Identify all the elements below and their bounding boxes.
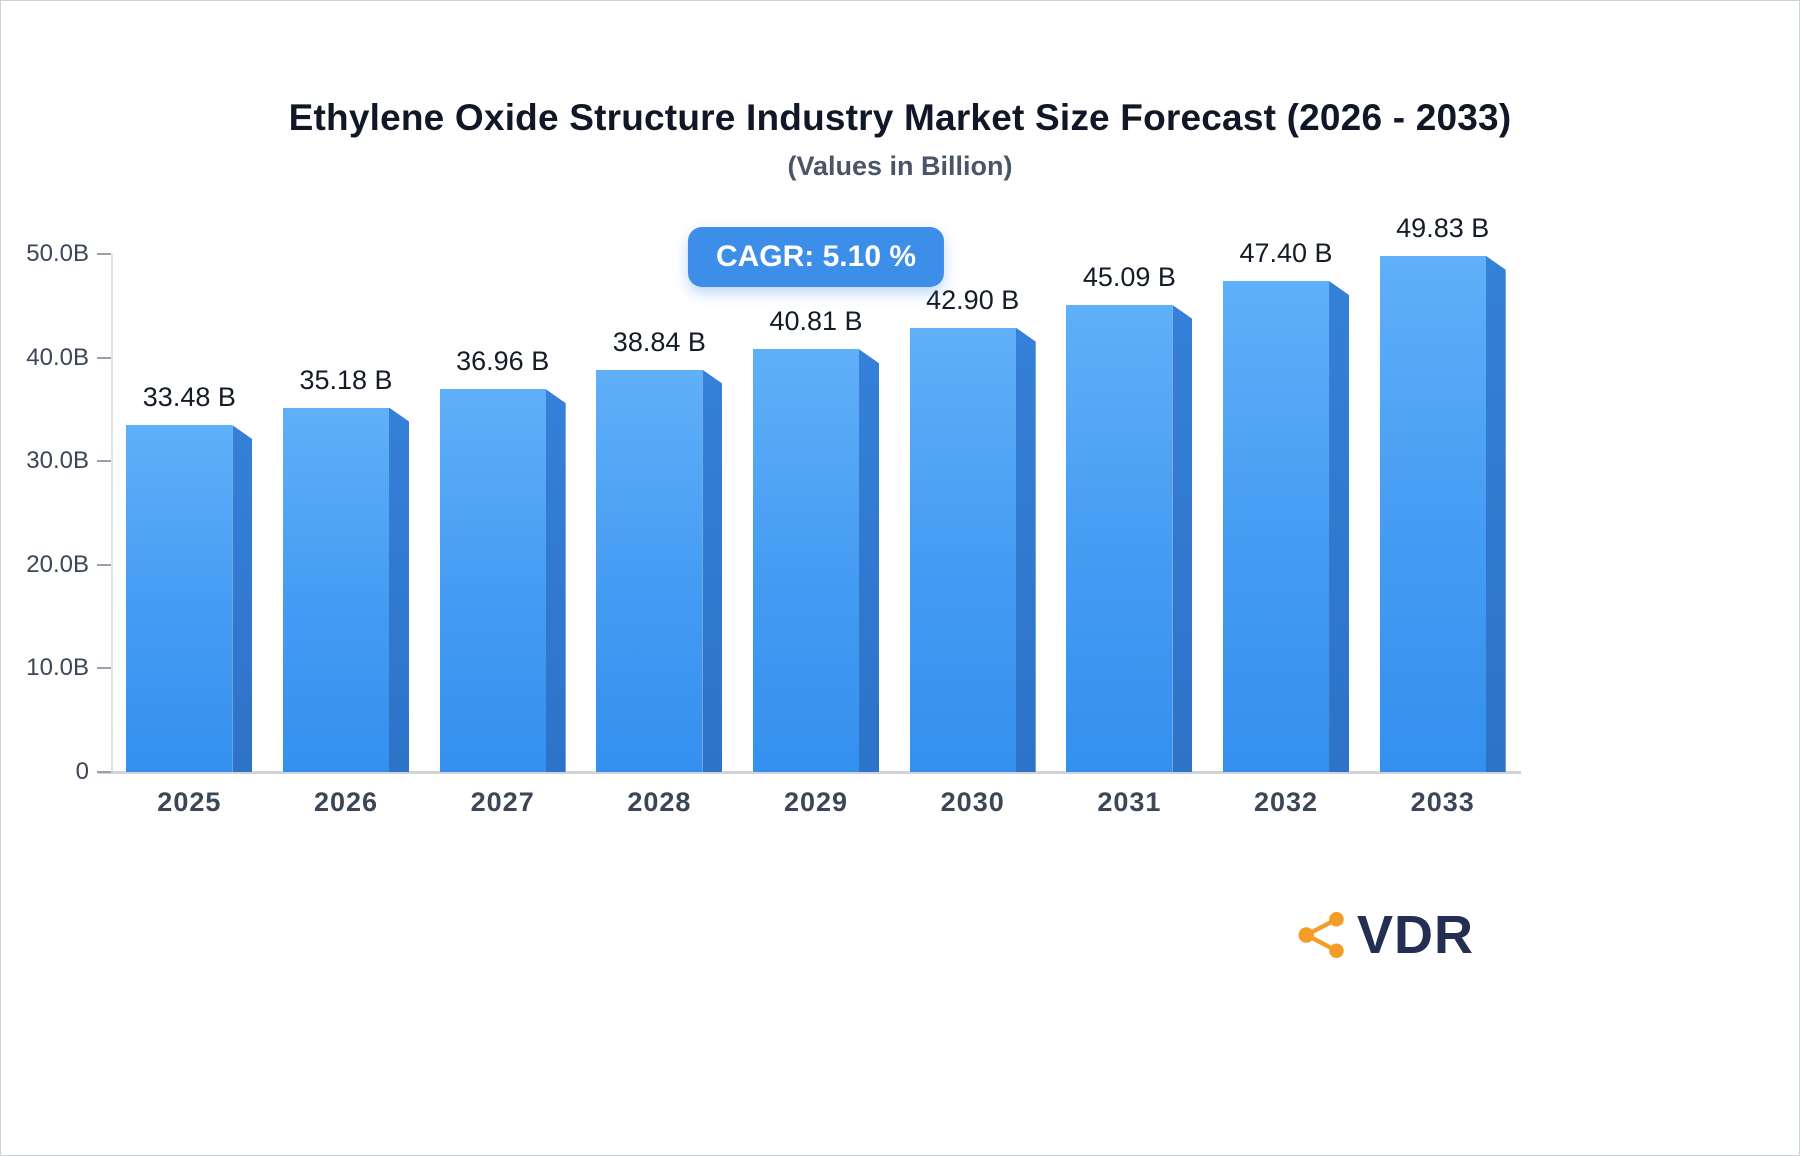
chart-title: Ethylene Oxide Structure Industry Market… — [288, 97, 1512, 138]
bar-slot: 40.81 B — [738, 254, 895, 772]
y-tick-mark — [97, 460, 111, 463]
x-axis-baseline — [97, 771, 1521, 774]
x-axis-label-2033: 2033 — [1410, 787, 1475, 817]
bar-front-face — [1066, 304, 1173, 772]
bar-value-label: 33.48 B — [142, 382, 236, 413]
bar-value-label: 35.18 B — [299, 364, 393, 395]
y-tick-label: 0 — [75, 758, 89, 785]
y-axis-line — [111, 254, 113, 772]
bar-slot: 45.09 B — [1051, 254, 1208, 772]
y-tick-label: 40.0B — [26, 343, 89, 371]
y-tick-label: 30.0B — [26, 447, 89, 475]
bar-slot: 47.40 B — [1208, 238, 1365, 772]
share-molecule-icon — [1298, 912, 1344, 958]
bar-side-face — [389, 407, 409, 772]
bar-front-face — [909, 327, 1016, 772]
bar-2032: 47.40 B — [1223, 238, 1350, 772]
bar-slot: 36.96 B — [424, 254, 581, 772]
y-tick-mark — [97, 356, 111, 359]
x-axis-label-2029: 2029 — [783, 787, 849, 817]
bar-2025: 33.48 B — [126, 382, 253, 772]
y-tick-mark — [97, 563, 111, 566]
y-tick-label: 20.0B — [26, 550, 89, 578]
bar-slot: 49.83 B — [1364, 213, 1521, 772]
bar-side-face — [1485, 255, 1506, 772]
bar-2027: 36.96 B — [439, 346, 566, 772]
y-tick-mark — [97, 253, 111, 255]
bar-side-face — [1329, 280, 1350, 772]
bar-2029: 40.81 B — [753, 306, 880, 772]
bar-side-face — [859, 349, 880, 772]
bar-slot: 38.84 B — [581, 254, 738, 772]
bar-front-face — [439, 389, 546, 772]
plot-area: 0 10.0B 20.0B 30.0B 40.0B 50.0B 33.48 B 35.18 … — [26, 213, 1521, 784]
y-tick-label: 10.0B — [26, 654, 89, 682]
bar-2028: 38.84 B — [596, 327, 723, 772]
bar-front-face — [283, 407, 389, 772]
bar-side-face — [1015, 327, 1036, 772]
bar-front-face — [126, 425, 233, 772]
x-axis-label-2027: 2027 — [470, 787, 535, 817]
bar-slot: 35.18 B — [268, 254, 425, 772]
y-tick-mark — [97, 771, 111, 773]
bar-front-face — [1223, 280, 1330, 772]
x-axis-label-2028: 2028 — [627, 787, 692, 817]
bar-value-label: 47.40 B — [1239, 237, 1333, 268]
bar-value-label: 36.96 B — [456, 346, 550, 377]
bar-slot: 42.90 B — [894, 254, 1051, 772]
bar-2026: 35.18 B — [283, 365, 409, 772]
bar-value-label: 38.84 B — [612, 326, 706, 357]
bar-slot: 33.48 B — [111, 254, 268, 772]
cagr-badge: CAGR: 5.10 % — [687, 227, 945, 287]
bar-front-face — [596, 369, 703, 772]
x-axis-label-2026: 2026 — [313, 787, 379, 817]
x-axis-label-2030: 2030 — [940, 787, 1005, 817]
y-tick-label: 50.0B — [26, 240, 89, 267]
y-tick-mark — [97, 667, 111, 670]
bar-value-label: 45.09 B — [1082, 261, 1176, 292]
x-axis-label-2025: 2025 — [157, 787, 222, 817]
bar-2031: 45.09 B — [1066, 262, 1193, 772]
bar-value-label: 49.83 B — [1396, 212, 1490, 243]
brand-logo-text: VDR — [1356, 905, 1474, 965]
bar-2033: 49.83 B — [1379, 213, 1506, 772]
bar-value-label: 40.81 B — [769, 306, 863, 337]
chart-subtitle: (Values in Billion) — [787, 151, 1013, 181]
bar-side-face — [232, 425, 253, 772]
bar-front-face — [1379, 255, 1486, 772]
bar-side-face — [702, 369, 723, 772]
brand-logo: VDR — [1293, 904, 1474, 966]
x-axis-label-2032: 2032 — [1254, 787, 1319, 817]
bar-2030: 42.90 B — [909, 285, 1036, 772]
bar-side-face — [545, 389, 566, 772]
bar-value-label: 42.90 B — [926, 284, 1020, 315]
bars-container: 33.48 B 35.18 B 36.96 B 38.84 B 40.81 B 42.90… — [111, 213, 1521, 772]
x-axis-label-2031: 2031 — [1097, 787, 1162, 817]
bar-front-face — [753, 349, 860, 772]
bar-side-face — [1172, 304, 1193, 772]
x-axis-labels: 2025 2026 2027 2028 2029 2030 2031 2032 2033 — [111, 787, 1521, 818]
